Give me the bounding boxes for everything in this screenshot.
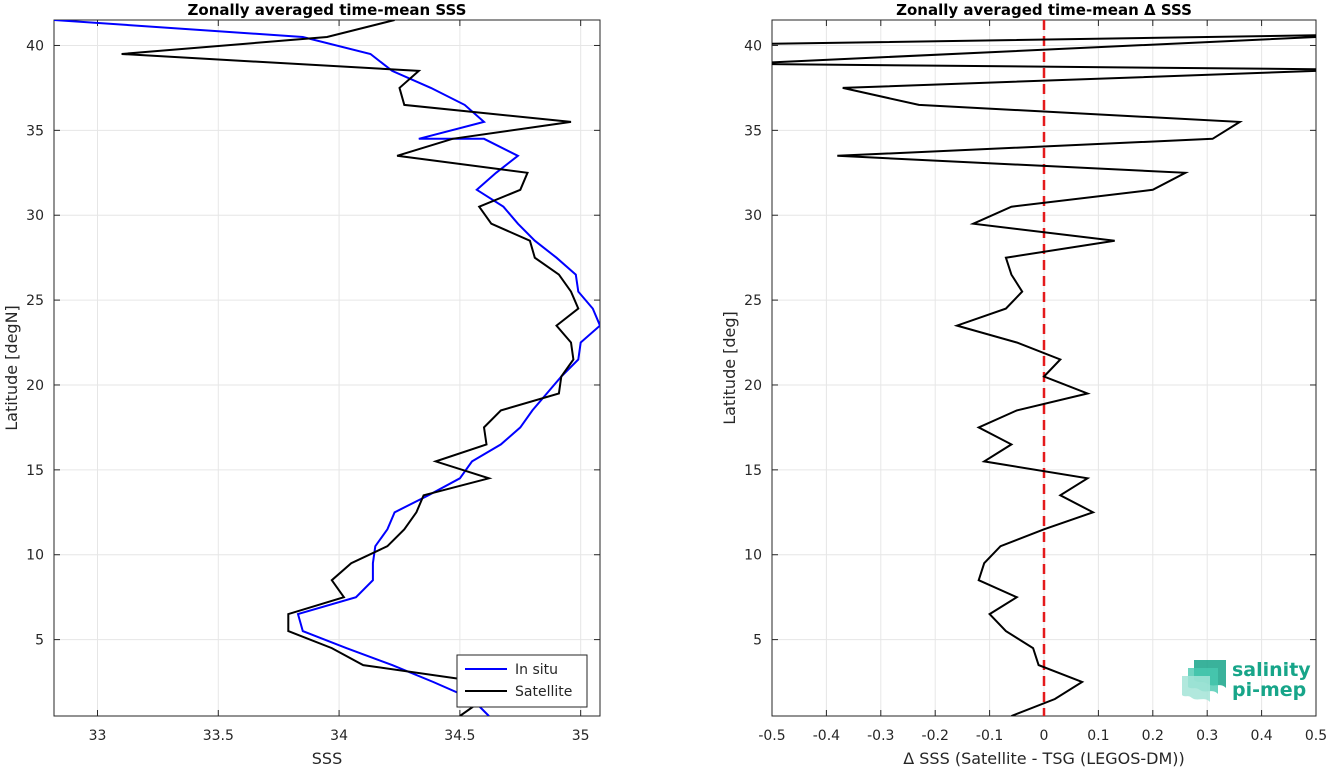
- x-tick-label: 33.5: [203, 728, 234, 744]
- logo-line-1: salinity: [1232, 659, 1311, 681]
- x-tick-label: -0.3: [867, 728, 894, 744]
- x-tick-label: 0.3: [1196, 728, 1218, 744]
- x-tick-label: 0.2: [1142, 728, 1164, 744]
- y-tick-label: 10: [26, 548, 44, 564]
- wave-stack-icon: [1182, 660, 1226, 702]
- y-tick-label: 5: [753, 633, 762, 649]
- y-tick-label: 30: [744, 208, 762, 224]
- chart-title: Zonally averaged time-mean SSS: [188, 1, 467, 19]
- y-tick-label: 40: [744, 38, 762, 54]
- x-tick-label: -0.5: [758, 728, 785, 744]
- x-tick-label: 0.1: [1087, 728, 1109, 744]
- y-tick-label: 35: [744, 123, 762, 139]
- x-tick-label: 34: [330, 728, 348, 744]
- y-tick-label: 25: [744, 293, 762, 309]
- legend-box: [456, 654, 588, 708]
- gridlines: [54, 20, 600, 716]
- y-tick-label: 30: [26, 208, 44, 224]
- y-tick-label: 25: [26, 293, 44, 309]
- x-tick-label: 33: [89, 728, 107, 744]
- x-tick-label: 0: [1040, 728, 1049, 744]
- legend-label: Satellite: [515, 684, 572, 700]
- chart-title: Zonally averaged time-mean Δ SSS: [896, 1, 1192, 19]
- series-line-delta-sss: [772, 34, 1316, 716]
- x-tick-label: 34.5: [444, 728, 475, 744]
- x-axis-label: Δ SSS (Satellite - TSG (LEGOS-DM)): [903, 749, 1185, 768]
- legend-label: In situ: [515, 662, 558, 678]
- axes-box: [53, 19, 601, 717]
- legend: In situ Satellite: [456, 654, 588, 708]
- series-line-satellite: [121, 20, 580, 716]
- y-tick-label: 35: [26, 123, 44, 139]
- x-axis-label: SSS: [312, 749, 342, 768]
- series-line-in-situ: [54, 20, 600, 716]
- y-axis-label: Latitude [degN]: [2, 305, 21, 431]
- y-tick-label: 15: [26, 463, 44, 479]
- x-tick-label: -0.4: [813, 728, 840, 744]
- salinity-pimep-logo: salinity pi-mep: [1180, 656, 1311, 706]
- y-tick-label: 10: [744, 548, 762, 564]
- x-tick-label: -0.2: [922, 728, 949, 744]
- chart-panel-1: 33 33.5 34 34.5 35 5 10 15 20 25 30 35 40 Zonally ave…: [2, 1, 601, 768]
- x-tick-label: 0.4: [1250, 728, 1272, 744]
- y-tick-label: 40: [26, 38, 44, 54]
- chart-panel-2: -0.5 -0.4 -0.3 -0.2 -0.1 0 0.1 0.2 0.3 0.4 0.5 5 10 1…: [720, 1, 1327, 768]
- y-tick-label: 20: [744, 378, 762, 394]
- x-tick-label: 35: [572, 728, 590, 744]
- logo-line-2: pi-mep: [1232, 679, 1307, 701]
- x-tick-label: 0.5: [1305, 728, 1327, 744]
- y-axis-label: Latitude [deg]: [720, 311, 739, 425]
- x-tick-label: -0.1: [976, 728, 1003, 744]
- y-tick-label: 20: [26, 378, 44, 394]
- y-tick-label: 5: [35, 633, 44, 649]
- y-tick-label: 15: [744, 463, 762, 479]
